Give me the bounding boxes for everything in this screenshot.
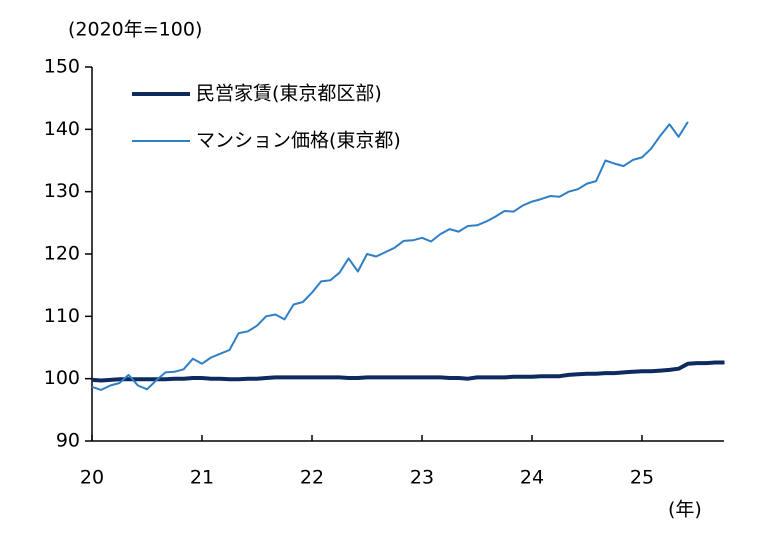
x-tick-label: 25 [630,467,654,489]
x-tick-label: 23 [410,467,434,489]
x-tick-label: 22 [300,467,324,489]
series-line [91,121,689,391]
y-tick-label: 150 [44,56,80,78]
y-axis-title: (2020年=100) [68,19,202,41]
series-line [91,360,725,383]
y-tick-label: 90 [56,430,80,452]
y-tick-label: 100 [44,367,80,389]
y-tick-label: 120 [44,243,80,265]
y-tick-label: 140 [44,118,80,140]
x-tick-label: 20 [80,467,104,489]
y-tick-label: 130 [44,180,80,202]
legend-label: マンション価格(東京都) [196,130,401,152]
x-tick-label: 24 [520,467,544,489]
legend-label: 民営家賃(東京都区部) [196,83,382,105]
y-tick-label: 110 [44,305,80,327]
x-tick-label: 21 [190,467,214,489]
x-axis-title: (年) [668,499,702,521]
